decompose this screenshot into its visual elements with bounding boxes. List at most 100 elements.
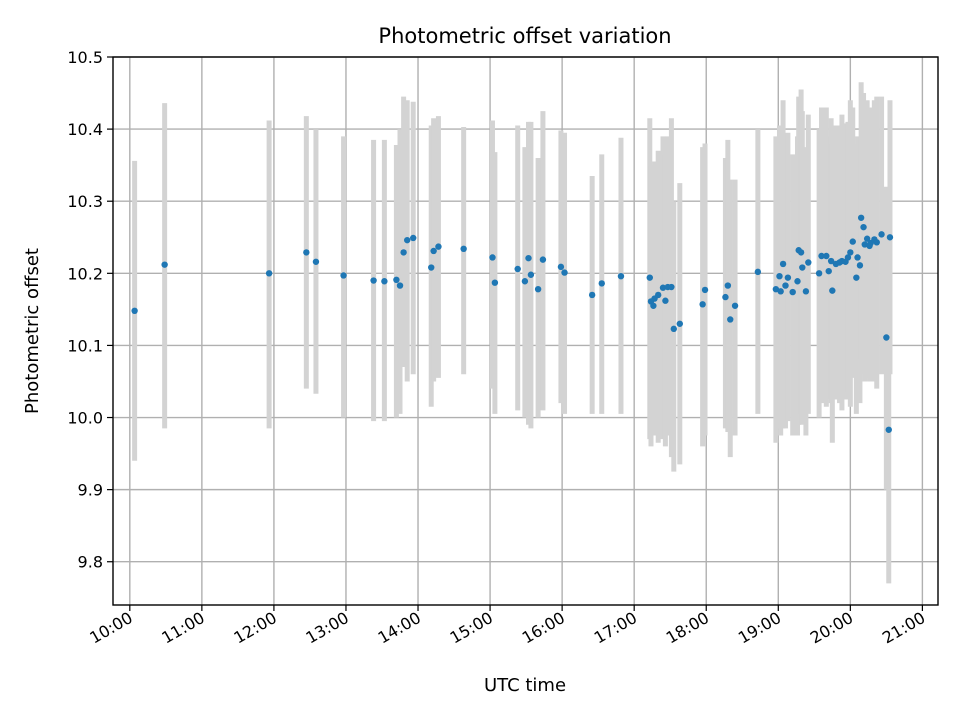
- data-point: [779, 260, 787, 268]
- y-tick-label: 10.4: [67, 120, 103, 139]
- x-tick-label: 17:00: [591, 608, 640, 648]
- data-point: [312, 258, 320, 265]
- x-tick-label: 11:00: [158, 608, 207, 648]
- data-point: [514, 265, 521, 273]
- data-point: [731, 302, 739, 309]
- data-point: [654, 291, 662, 299]
- y-tick-label: 10.0: [67, 409, 103, 428]
- data-point: [659, 284, 667, 291]
- data-point: [131, 307, 138, 315]
- data-point: [823, 252, 830, 260]
- data-point: [873, 239, 880, 246]
- data-point: [381, 278, 388, 285]
- y-tick-label: 9.8: [78, 553, 103, 572]
- y-tick-label: 10.5: [67, 48, 103, 67]
- data-point: [435, 243, 442, 250]
- data-point: [265, 270, 273, 277]
- y-tick-label: 10.3: [67, 192, 103, 211]
- data-point: [527, 271, 535, 278]
- data-point: [794, 278, 801, 285]
- data-point: [856, 262, 864, 269]
- data-point: [617, 273, 625, 280]
- data-point: [370, 277, 377, 284]
- data-point: [404, 236, 411, 244]
- data-point: [878, 231, 885, 238]
- data-point: [676, 320, 684, 327]
- data-point: [161, 261, 168, 268]
- y-tick-label: 10.2: [67, 264, 103, 283]
- data-point: [396, 282, 404, 289]
- data-point: [489, 254, 496, 261]
- x-tick-label: 15:00: [447, 608, 496, 648]
- x-tick-label: 14:00: [375, 608, 424, 648]
- data-point: [860, 223, 867, 231]
- data-point: [410, 234, 417, 242]
- data-point: [829, 287, 836, 294]
- chart-title: Photometric offset variation: [378, 24, 671, 48]
- data-point: [827, 257, 835, 265]
- data-point: [815, 270, 823, 277]
- data-point: [722, 293, 729, 301]
- data-point: [772, 285, 780, 293]
- y-axis-label: Photometric offset: [22, 248, 43, 414]
- data-point: [777, 288, 784, 295]
- data-point: [853, 274, 860, 281]
- data-point: [525, 254, 532, 262]
- data-point: [857, 214, 865, 221]
- data-point: [818, 252, 825, 260]
- data-point: [863, 235, 871, 242]
- x-axis-label: UTC time: [484, 675, 566, 696]
- y-tick-label: 10.1: [67, 336, 103, 355]
- plot-frame: [112, 56, 939, 606]
- x-tick-label: 21:00: [879, 608, 928, 648]
- x-tick-label: 20:00: [807, 608, 856, 648]
- data-point: [797, 249, 805, 256]
- data-point: [784, 274, 792, 281]
- y-tick-label: 9.9: [78, 481, 103, 500]
- data-point: [799, 264, 806, 271]
- x-tick-label: 16:00: [519, 608, 568, 648]
- data-point: [400, 249, 407, 256]
- x-tick-label: 10:00: [86, 608, 135, 648]
- x-tick-label: 13:00: [303, 608, 352, 648]
- x-tick-label: 12:00: [230, 608, 279, 648]
- data-point: [802, 288, 810, 295]
- data-point: [662, 297, 669, 304]
- data-point: [883, 334, 890, 341]
- data-point: [754, 268, 762, 276]
- data-point: [782, 282, 789, 289]
- data-point: [598, 280, 605, 287]
- data-point: [886, 234, 894, 241]
- x-tick-label: 18:00: [663, 608, 712, 648]
- data-point: [789, 288, 796, 296]
- data-point: [521, 278, 529, 285]
- data-point: [303, 249, 310, 256]
- data-point: [699, 301, 706, 308]
- data-point: [539, 256, 547, 263]
- data-point: [885, 426, 892, 433]
- data-point: [724, 282, 732, 289]
- data-point: [776, 273, 783, 280]
- x-tick-label: 19:00: [735, 608, 784, 648]
- data-point: [847, 249, 854, 256]
- data-points: [131, 214, 894, 433]
- data-point: [650, 302, 657, 309]
- data-point: [844, 254, 852, 261]
- data-point: [534, 285, 542, 293]
- error-bars: [132, 82, 893, 584]
- data-point: [561, 269, 568, 276]
- data-point: [825, 267, 832, 275]
- data-point: [670, 325, 678, 333]
- data-point: [430, 247, 437, 255]
- data-point: [646, 274, 653, 281]
- data-point: [340, 272, 347, 279]
- data-point: [460, 245, 467, 252]
- data-point: [393, 276, 400, 284]
- data-point: [861, 241, 868, 248]
- data-point: [428, 264, 435, 271]
- data-point: [854, 254, 861, 261]
- data-point: [668, 283, 675, 291]
- data-point: [849, 238, 856, 245]
- data-point: [727, 316, 734, 323]
